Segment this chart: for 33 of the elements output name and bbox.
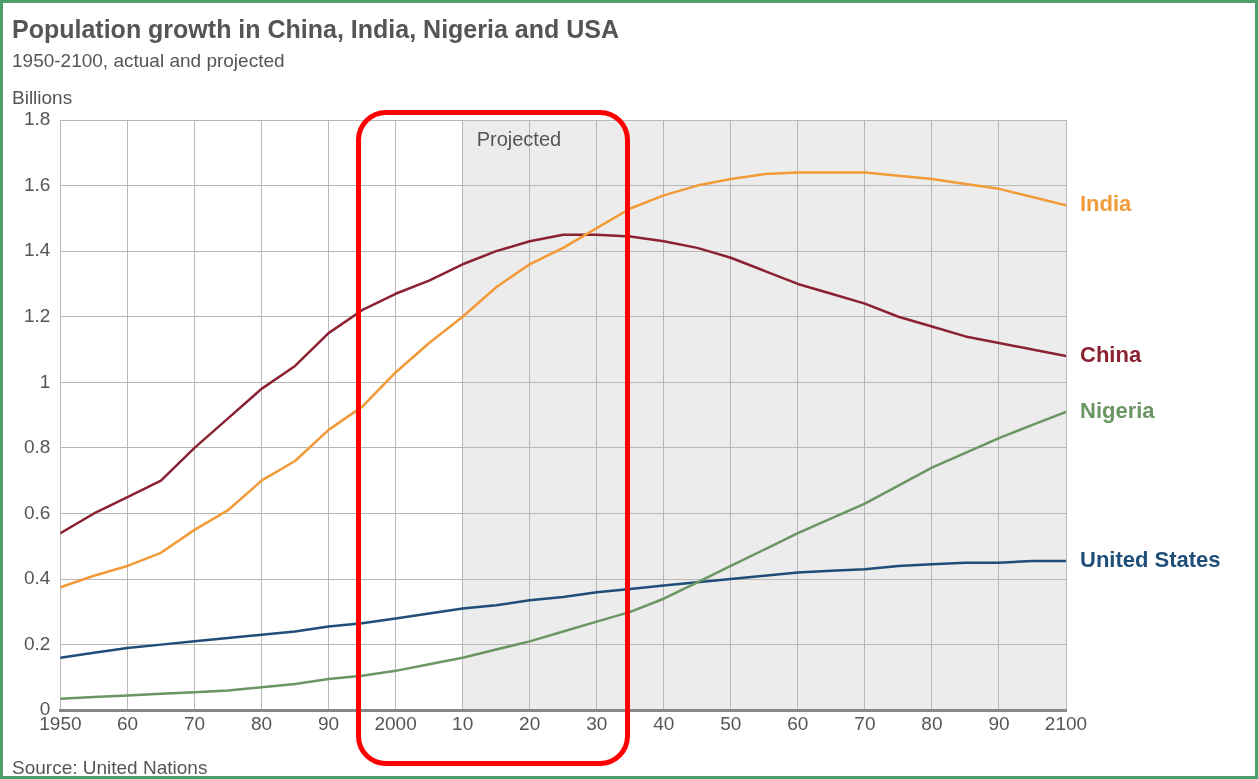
y-axis-title: Billions <box>12 87 73 108</box>
y-tick-label: 0.8 <box>23 436 51 458</box>
y-tick-label: 1.2 <box>23 304 51 326</box>
series-label: India <box>1080 191 1133 217</box>
chart-subtitle: 1950-2100, actual and projected <box>12 50 285 71</box>
x-tick-label: 50 <box>720 712 742 734</box>
x-tick-label: 80 <box>921 712 943 734</box>
x-tick-label: 60 <box>787 712 809 734</box>
y-tick-label: 1 <box>39 370 51 392</box>
y-tick-label: 1.6 <box>23 173 51 195</box>
chart-title: Population growth in China, India, Nigeria and USA <box>12 15 619 43</box>
x-tick-label: 10 <box>452 712 474 734</box>
x-tick-label: 70 <box>183 712 206 734</box>
x-tick-label: 90 <box>318 712 340 734</box>
x-tick-label: 2100 <box>1044 712 1088 734</box>
x-tick-label: 40 <box>653 712 675 734</box>
series-label: Nigeria <box>1080 397 1156 423</box>
source-note: Source: United Nations <box>12 757 208 778</box>
x-tick-label: 80 <box>250 712 273 734</box>
y-tick-label: 1.4 <box>23 239 51 261</box>
x-tick-label: 70 <box>854 712 876 734</box>
band-label: Projected <box>476 127 562 150</box>
series-label: United States <box>1080 547 1221 573</box>
y-tick-label: 0.2 <box>23 632 51 654</box>
x-tick-label: 30 <box>586 712 608 734</box>
x-tick-label: 20 <box>519 712 541 734</box>
y-tick-label: 0.6 <box>23 501 51 523</box>
x-tick-label: 60 <box>116 712 139 734</box>
x-tick-label: 90 <box>988 712 1010 734</box>
series-label: China <box>1080 342 1142 368</box>
y-tick-label: 1.8 <box>23 108 51 130</box>
y-tick-label: 0.4 <box>23 567 51 589</box>
x-tick-label: 2000 <box>374 712 417 734</box>
